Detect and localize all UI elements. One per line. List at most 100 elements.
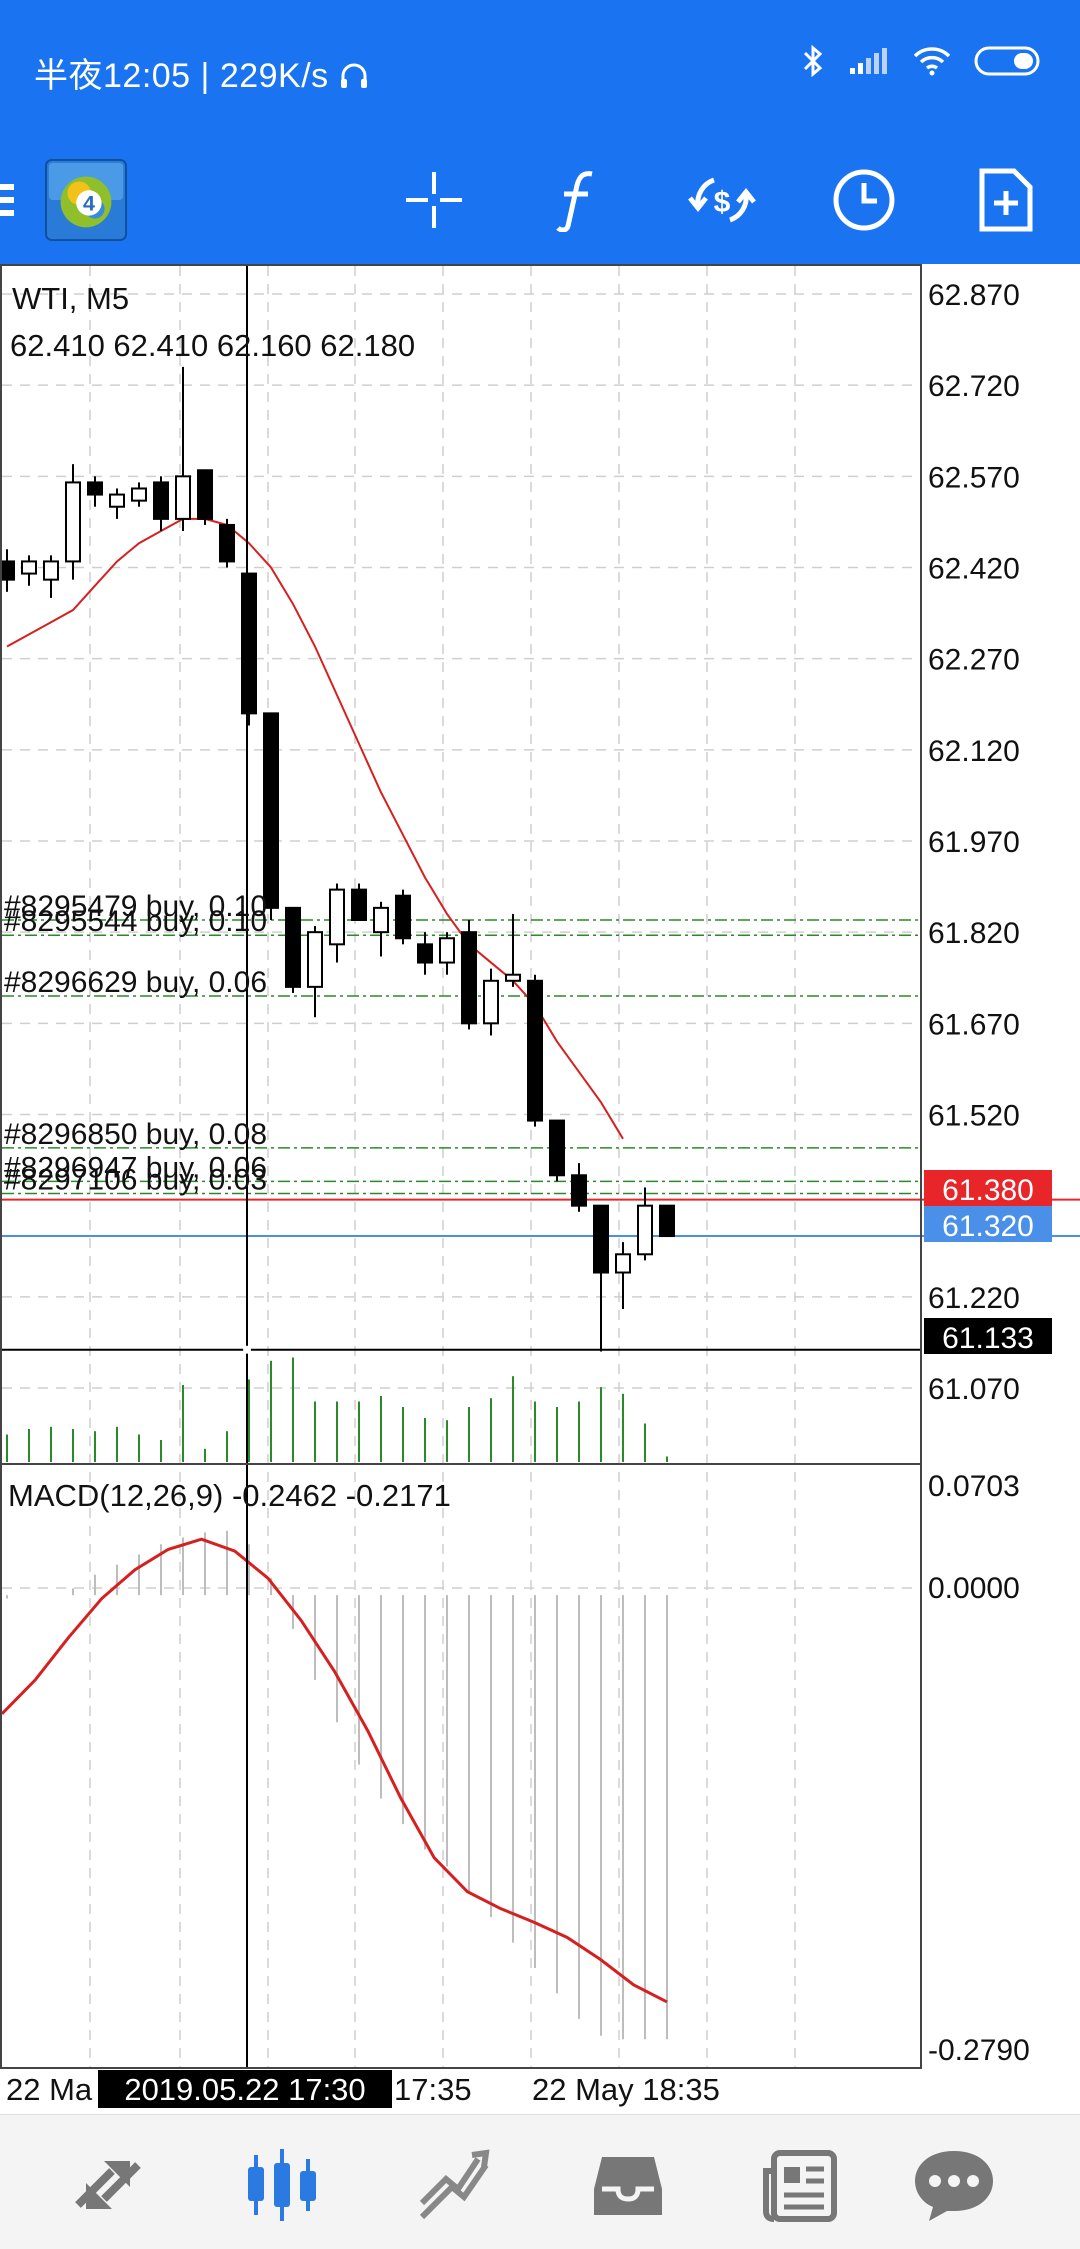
candle — [593, 1204, 609, 1352]
macd-signal — [0, 1537, 668, 2004]
macd-histogram — [6, 1530, 668, 2040]
candle — [109, 488, 125, 519]
order-label: #8297106 buy, 0.03 — [4, 1164, 267, 1197]
candle-body — [0, 560, 15, 581]
candle-body — [307, 931, 323, 988]
chart-grid — [2, 266, 920, 2068]
macd-bottom-label: -0.2790 — [928, 2034, 1030, 2067]
order-label: #8296850 buy, 0.08 — [4, 1118, 267, 1151]
timeframe-clock-icon[interactable] — [822, 158, 906, 242]
chart-canvas[interactable]: WTI, M5 62.410 62.410 62.160 62.180 62.8… — [0, 264, 1080, 2114]
candle — [571, 1163, 587, 1212]
crosshair-time-box — [98, 2070, 392, 2108]
price-label: 61.670 — [928, 1008, 1020, 1041]
candle — [395, 889, 411, 945]
trade-dollar-icon[interactable]: $ — [680, 158, 764, 242]
candle — [219, 518, 235, 568]
candle-body — [241, 572, 257, 715]
candle — [373, 901, 389, 957]
price-label: 61.220 — [928, 1282, 1020, 1315]
wifi-icon — [912, 46, 952, 81]
candle — [307, 926, 323, 1018]
price-label: 62.120 — [928, 735, 1020, 768]
crosshair-price-label: 61.133 — [942, 1322, 1034, 1355]
candle — [175, 366, 191, 532]
crosshair-price-box — [924, 1318, 1052, 1354]
price-label: 62.720 — [928, 370, 1020, 403]
candle — [131, 482, 147, 507]
menu-icon[interactable] — [0, 158, 32, 242]
candle-body — [637, 1204, 653, 1256]
price-label: 62.570 — [928, 461, 1020, 494]
status-bar: 半夜12:05 | 229K/s — [0, 0, 1080, 140]
crosshair — [2, 266, 922, 2068]
ma-line — [6, 517, 624, 1140]
candle-body — [549, 1119, 565, 1177]
candle-body — [461, 931, 477, 1025]
candle — [241, 572, 257, 726]
svg-text:4: 4 — [83, 192, 95, 216]
candle — [197, 469, 213, 525]
status-speed: 229K/s — [219, 57, 329, 95]
headset-icon — [339, 57, 369, 95]
candle-body — [483, 979, 499, 1025]
price-label: 62.420 — [928, 553, 1020, 586]
price-label: 61.520 — [928, 1100, 1020, 1133]
bid-price-box — [924, 1170, 1052, 1206]
status-separator: | — [200, 57, 220, 95]
price-label: 61.070 — [928, 1373, 1020, 1406]
nav-news-icon[interactable] — [750, 2135, 850, 2235]
candle — [263, 712, 279, 921]
macd-top-label: 0.0703 — [928, 1470, 1020, 1503]
symbol-timeframe: WTI, M5 — [12, 281, 129, 316]
nav-quotes-icon[interactable] — [58, 2135, 158, 2235]
candles — [0, 366, 675, 1352]
candle — [417, 932, 433, 975]
candle — [87, 476, 103, 507]
signal-icon — [848, 46, 890, 81]
chart-area[interactable]: WTI, M5 62.410 62.410 62.160 62.180 62.8… — [0, 264, 1080, 2114]
price-label: 62.270 — [928, 644, 1020, 677]
nav-chart-icon[interactable] — [232, 2135, 332, 2235]
candle — [461, 920, 477, 1030]
candle-body — [153, 481, 169, 520]
nav-chat-icon[interactable] — [904, 2135, 1004, 2235]
volume-bars — [6, 1357, 668, 1462]
ohlc-values: 62.410 62.410 62.160 62.180 — [10, 328, 415, 363]
candle — [527, 974, 543, 1127]
new-order-icon[interactable] — [964, 158, 1048, 242]
price-label: 61.820 — [928, 917, 1020, 950]
candle — [285, 906, 301, 993]
bottom-nav — [0, 2114, 1080, 2249]
candle — [329, 883, 345, 963]
macd-title: MACD(12,26,9) -0.2462 -0.2171 — [8, 1478, 451, 1513]
price-label: 62.870 — [928, 279, 1020, 312]
order-label: #8295544 buy, 0.10 — [4, 905, 267, 938]
candle — [21, 555, 37, 586]
candle — [0, 549, 15, 592]
order-lines — [2, 919, 920, 1195]
top-toolbar: 4 $ — [0, 140, 1080, 264]
crosshair-center — [243, 1345, 251, 1354]
crosshair-icon[interactable] — [392, 158, 476, 242]
mt4-logo-icon[interactable]: 4 — [44, 158, 128, 242]
candle — [153, 476, 169, 532]
candle-body — [175, 475, 191, 520]
order-labels: #8295479 buy, 0.10#8295544 buy, 0.10 #829… — [4, 890, 267, 1197]
indicator-f-icon[interactable] — [536, 158, 620, 242]
candle — [43, 555, 59, 598]
nav-history-icon[interactable] — [578, 2135, 678, 2235]
price-label: 61.970 — [928, 826, 1020, 859]
time-label-after: 17:35 — [394, 2072, 472, 2107]
candle-body — [615, 1253, 631, 1274]
order-label: #8295479 buy, 0.10 — [4, 890, 267, 923]
svg-text:$: $ — [714, 186, 731, 219]
status-left: 半夜12:05 | 229K/s — [34, 48, 369, 97]
candle-body — [21, 560, 37, 575]
candle-body — [505, 973, 521, 982]
candle-body — [395, 894, 411, 940]
crosshair-time-label: 2019.05.22 17:30 — [124, 2072, 365, 2107]
candle-body — [263, 712, 279, 909]
nav-trade-icon[interactable] — [404, 2135, 504, 2235]
candle-body — [351, 888, 367, 922]
